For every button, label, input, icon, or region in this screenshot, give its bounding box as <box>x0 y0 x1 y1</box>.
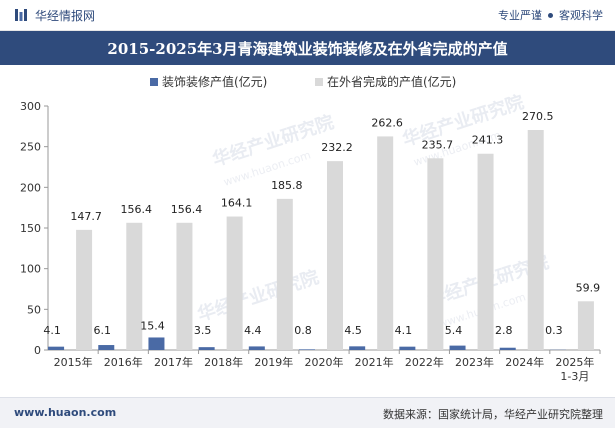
x-tick-label: 2015年 <box>54 355 93 369</box>
legend-label: 在外省完成的产值(亿元) <box>327 74 456 89</box>
data-label: 6.1 <box>94 324 112 337</box>
bar-decoration <box>48 347 64 350</box>
bar-outside-province <box>578 301 594 350</box>
x-tick-label: 2024年 <box>505 355 544 369</box>
title-bar: 2015-2025年3月青海建筑业装饰装修及在外省完成的产值 <box>0 31 615 65</box>
bar-outside-province <box>227 217 243 350</box>
x-tick-label: 2021年 <box>355 355 394 369</box>
legend-swatch <box>315 78 323 86</box>
footer-site-link[interactable]: www.huaon.com <box>14 406 116 419</box>
data-label: 185.8 <box>271 179 303 192</box>
slogan: 专业严谨 客观科学 <box>498 7 603 23</box>
separator-dot-icon <box>548 13 553 18</box>
legend-label: 装饰装修产值(亿元) <box>162 74 267 89</box>
bar-chart: 华经产业研究院 www.huaon.com 华经产业研究院 www.huaon.… <box>0 66 615 396</box>
brand[interactable]: 华经情报网 <box>14 6 95 24</box>
axes: 0 50 100 150 200 250 300 2015年 2016年 2017年 2018年 20… <box>20 100 600 383</box>
bar-outside-province <box>478 154 494 350</box>
x-tick-label: 2025年 <box>555 355 594 369</box>
bar-decoration <box>299 349 315 350</box>
data-label: 5.4 <box>445 324 463 337</box>
slogan-right: 客观科学 <box>559 7 603 23</box>
y-tick-label: 200 <box>20 181 41 194</box>
footer: www.huaon.com 数据来源：国家统计局，华经产业研究院整理 <box>0 397 615 428</box>
y-tick-label: 150 <box>20 222 41 235</box>
bar-decoration <box>199 347 215 350</box>
y-tick-label: 0 <box>34 344 41 357</box>
bar-decoration <box>249 346 265 350</box>
slogan-left: 专业严谨 <box>498 7 542 23</box>
x-tick-label: 2019年 <box>254 355 293 369</box>
x-tick-label: 2017年 <box>154 355 193 369</box>
data-label: 270.5 <box>522 110 554 123</box>
bar-outside-province <box>176 223 192 350</box>
data-label: 241.3 <box>472 134 504 147</box>
top-bar: 华经情报网 专业严谨 客观科学 <box>0 0 615 31</box>
data-label: 4.5 <box>344 324 362 337</box>
brand-name: 华经情报网 <box>35 7 95 24</box>
bar-outside-province <box>427 158 443 350</box>
bar-outside-province <box>277 199 293 350</box>
y-tick-label: 250 <box>20 141 41 154</box>
data-label: 235.7 <box>422 138 454 151</box>
data-label: 0.8 <box>294 324 312 337</box>
x-tick-label: 2022年 <box>405 355 444 369</box>
bars <box>48 130 594 350</box>
x-tick-label: 1-3月 <box>560 370 589 383</box>
data-label: 232.2 <box>321 141 353 154</box>
data-label: 4.1 <box>43 324 61 337</box>
legend-swatch <box>150 78 158 86</box>
data-label: 156.4 <box>121 203 153 216</box>
data-label: 0.3 <box>545 324 563 337</box>
y-tick-label: 100 <box>20 263 41 276</box>
bar-outside-province <box>327 161 343 350</box>
footer-source: 数据来源：国家统计局，华经产业研究院整理 <box>383 406 603 422</box>
x-tick-label: 2016年 <box>104 355 143 369</box>
logo-icon <box>14 8 28 22</box>
data-label: 262.6 <box>371 116 403 129</box>
data-label: 164.1 <box>221 197 253 210</box>
bar-decoration <box>98 345 114 350</box>
data-label: 59.9 <box>576 281 601 294</box>
data-label: 4.1 <box>395 324 413 337</box>
x-tick-label: 2018年 <box>204 355 243 369</box>
bar-decoration <box>349 346 365 350</box>
bar-decoration <box>399 347 415 350</box>
x-tick-label: 2023年 <box>455 355 494 369</box>
chart-title: 2015-2025年3月青海建筑业装饰装修及在外省完成的产值 <box>107 38 507 59</box>
y-tick-label: 50 <box>27 303 41 316</box>
bar-decoration <box>500 348 516 350</box>
bar-decoration <box>148 337 164 350</box>
bar-outside-province <box>377 136 393 350</box>
bar-decoration <box>450 346 466 350</box>
legend: 装饰装修产值(亿元) 在外省完成的产值(亿元) <box>150 74 456 89</box>
x-tick-label: 2020年 <box>305 355 344 369</box>
data-label: 156.4 <box>171 203 203 216</box>
bar-outside-province <box>528 130 544 350</box>
data-label: 4.4 <box>244 324 262 337</box>
bar-outside-province <box>76 230 92 350</box>
data-label: 3.5 <box>194 324 212 337</box>
y-tick-label: 300 <box>20 100 41 113</box>
data-label: 147.7 <box>70 210 102 223</box>
data-label: 15.4 <box>140 319 165 332</box>
watermark-text: 华经产业研究院 <box>195 266 322 326</box>
data-label: 2.8 <box>495 324 513 337</box>
